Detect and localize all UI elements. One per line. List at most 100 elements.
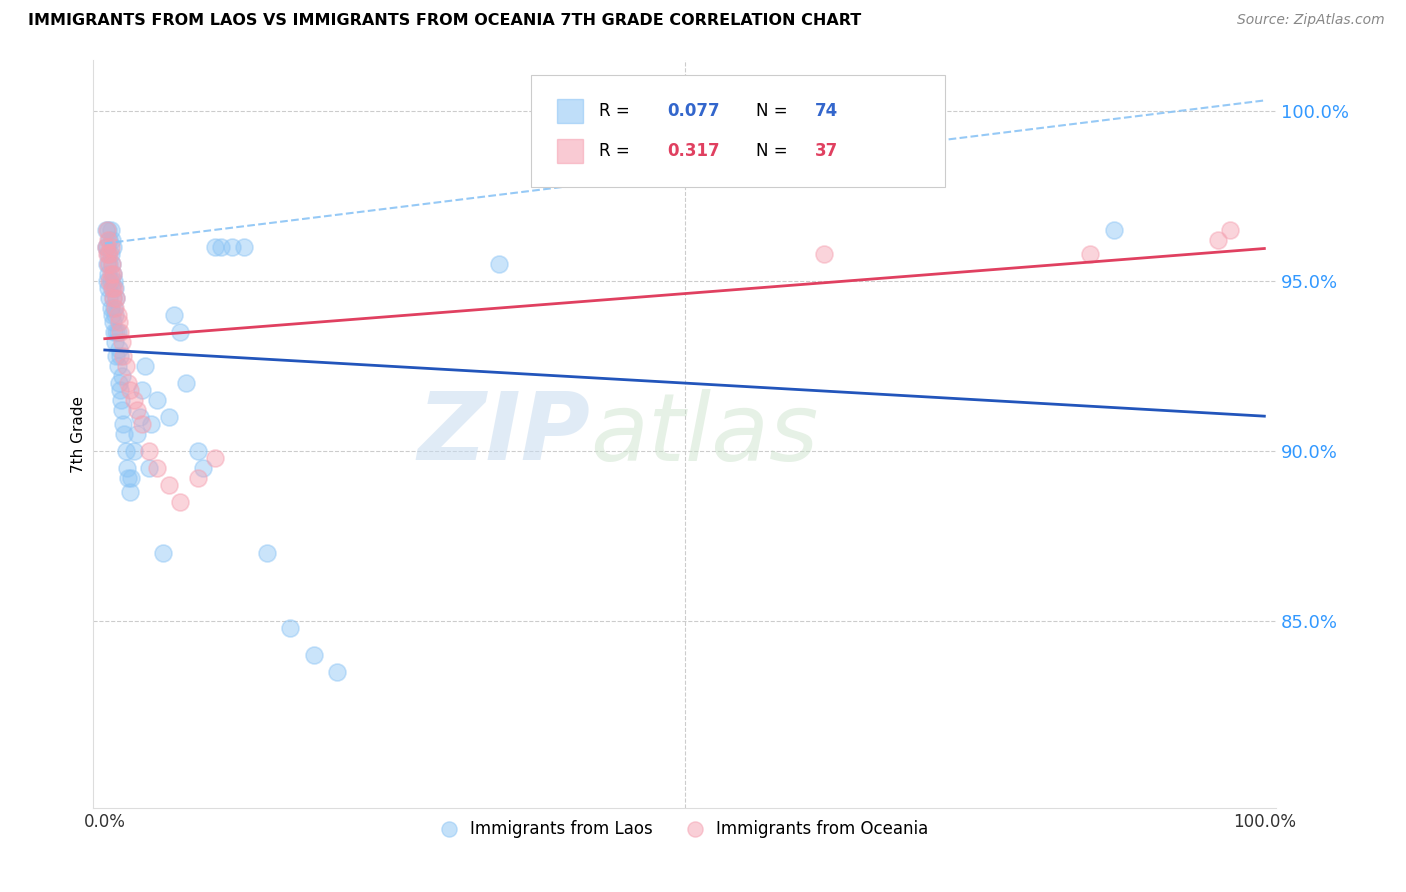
Point bbox=[169, 495, 191, 509]
Point bbox=[103, 280, 125, 294]
Point bbox=[96, 240, 118, 254]
Point bbox=[101, 267, 124, 281]
Point bbox=[122, 392, 145, 407]
Point bbox=[105, 291, 128, 305]
Point bbox=[100, 267, 122, 281]
Point bbox=[98, 291, 121, 305]
Text: 0.077: 0.077 bbox=[666, 102, 720, 120]
Text: Source: ZipAtlas.com: Source: ZipAtlas.com bbox=[1237, 13, 1385, 28]
Point bbox=[97, 233, 120, 247]
Text: R =: R = bbox=[599, 102, 636, 120]
Point bbox=[108, 349, 131, 363]
Point bbox=[115, 461, 138, 475]
Point bbox=[127, 403, 149, 417]
Point bbox=[104, 301, 127, 315]
Point bbox=[107, 359, 129, 373]
Point bbox=[103, 325, 125, 339]
Text: 37: 37 bbox=[814, 142, 838, 160]
Point bbox=[204, 240, 226, 254]
Point bbox=[120, 484, 142, 499]
Point bbox=[97, 223, 120, 237]
Point bbox=[193, 461, 215, 475]
Y-axis label: 7th Grade: 7th Grade bbox=[72, 395, 86, 473]
Point bbox=[96, 274, 118, 288]
Point bbox=[100, 280, 122, 294]
Point bbox=[100, 257, 122, 271]
Point bbox=[187, 444, 209, 458]
Point bbox=[117, 471, 139, 485]
Point bbox=[97, 257, 120, 271]
Point bbox=[98, 246, 121, 260]
Point bbox=[107, 342, 129, 356]
Point bbox=[157, 478, 180, 492]
Point bbox=[111, 403, 134, 417]
FancyBboxPatch shape bbox=[531, 75, 945, 187]
Point bbox=[1206, 233, 1229, 247]
Point bbox=[128, 409, 150, 424]
Point bbox=[94, 240, 117, 254]
Point bbox=[114, 427, 136, 442]
Point bbox=[94, 240, 117, 254]
Point bbox=[96, 246, 118, 260]
Text: atlas: atlas bbox=[591, 389, 818, 480]
Point bbox=[1102, 223, 1125, 237]
Point bbox=[813, 246, 835, 260]
Point bbox=[105, 349, 128, 363]
Point bbox=[110, 392, 132, 407]
Point bbox=[96, 257, 118, 271]
Text: N =: N = bbox=[755, 102, 793, 120]
FancyBboxPatch shape bbox=[557, 98, 583, 122]
Point bbox=[138, 444, 160, 458]
Point bbox=[97, 267, 120, 281]
Point bbox=[187, 471, 209, 485]
Point bbox=[105, 325, 128, 339]
Point bbox=[96, 223, 118, 237]
Point bbox=[112, 349, 135, 363]
Point bbox=[112, 417, 135, 431]
Text: 0.317: 0.317 bbox=[666, 142, 720, 160]
Point bbox=[103, 301, 125, 315]
Point bbox=[302, 648, 325, 663]
Point bbox=[488, 257, 510, 271]
Point bbox=[204, 450, 226, 465]
Point bbox=[100, 246, 122, 260]
Point bbox=[107, 376, 129, 390]
Point bbox=[97, 280, 120, 294]
Point bbox=[157, 409, 180, 424]
FancyBboxPatch shape bbox=[557, 139, 583, 163]
Point bbox=[146, 461, 169, 475]
Point bbox=[209, 240, 232, 254]
Point bbox=[111, 369, 134, 384]
Point bbox=[152, 546, 174, 560]
Point bbox=[141, 417, 163, 431]
Point bbox=[98, 274, 121, 288]
Point bbox=[100, 274, 122, 288]
Point bbox=[100, 280, 122, 294]
Point bbox=[163, 308, 186, 322]
Point bbox=[98, 257, 121, 271]
Point bbox=[127, 427, 149, 442]
Point bbox=[131, 417, 153, 431]
Point bbox=[120, 471, 142, 485]
Point bbox=[100, 223, 122, 237]
Point bbox=[131, 383, 153, 397]
Point bbox=[117, 376, 139, 390]
Text: R =: R = bbox=[599, 142, 636, 160]
Point bbox=[108, 383, 131, 397]
Point bbox=[278, 621, 301, 635]
Point bbox=[100, 233, 122, 247]
Point bbox=[98, 233, 121, 247]
Point bbox=[104, 280, 127, 294]
Point bbox=[232, 240, 254, 254]
Point bbox=[1219, 223, 1241, 237]
Point bbox=[146, 392, 169, 407]
Point bbox=[100, 308, 122, 322]
Point bbox=[107, 325, 129, 339]
Point bbox=[138, 461, 160, 475]
Text: 74: 74 bbox=[814, 102, 838, 120]
Point bbox=[104, 335, 127, 350]
Point bbox=[111, 335, 134, 350]
Point bbox=[174, 376, 197, 390]
Point bbox=[256, 546, 278, 560]
Point bbox=[101, 291, 124, 305]
